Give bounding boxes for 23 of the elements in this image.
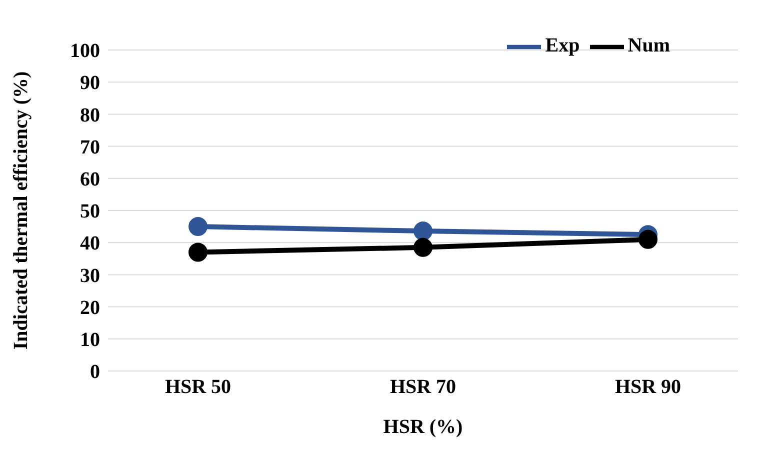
point <box>638 230 658 249</box>
point <box>414 238 432 257</box>
y-tick-label: 20 <box>80 296 100 319</box>
x-tick-label: HSR 90 <box>614 376 682 398</box>
y-tick-label: 30 <box>80 264 100 287</box>
y-tick-label: 100 <box>70 40 100 62</box>
point <box>188 217 208 236</box>
x-axis-title: HSR (%) <box>383 416 463 438</box>
y-tick-label: 40 <box>80 232 100 255</box>
x-tick-label: HSR 70 <box>390 376 456 398</box>
y-tick-label: 60 <box>80 168 100 190</box>
x-tick-label: HSR 50 <box>164 376 232 398</box>
y-tick-label: 10 <box>80 329 100 351</box>
legend-label: Num <box>628 34 670 57</box>
y-tick-label: 90 <box>80 72 100 94</box>
point <box>414 222 432 241</box>
point <box>188 242 208 262</box>
y-tick-label: 70 <box>80 136 100 158</box>
y-tick-label: 80 <box>80 104 100 126</box>
y-axis-title: Indicated thermal efficiency (%) <box>10 71 32 350</box>
y-tick-label: 0 <box>90 361 100 384</box>
legend-label: Exp <box>545 34 580 57</box>
y-tick-label: 50 <box>80 200 100 223</box>
